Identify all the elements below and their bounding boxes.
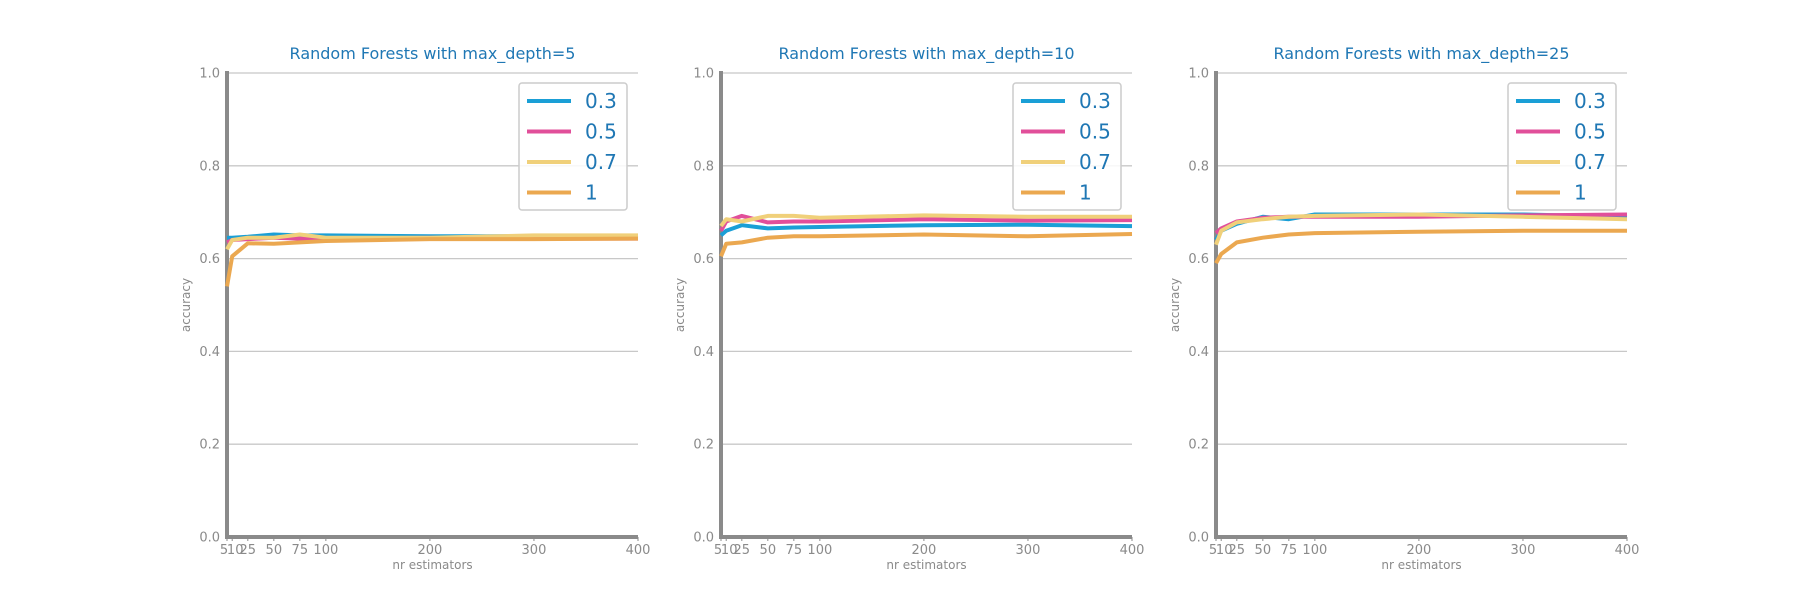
- x-tick-label: 200: [1406, 543, 1431, 558]
- y-tick-label: 1.0: [693, 67, 714, 82]
- legend-box: [1012, 82, 1122, 211]
- y-tick-label: 0.2: [199, 438, 220, 453]
- legend-label: 1: [1079, 181, 1092, 205]
- x-tick-label: 100: [1302, 543, 1327, 558]
- series-line-1: [225, 236, 639, 287]
- series-line-0-7: [225, 232, 638, 251]
- x-tick-label: 400: [1120, 543, 1145, 558]
- x-axis-label: nr estimators: [392, 558, 472, 572]
- legend-label: 0.3: [1574, 89, 1606, 113]
- x-tick-label: 75: [292, 543, 309, 558]
- x-tick-label: 25: [734, 543, 751, 558]
- y-tick-label: 0.4: [199, 345, 220, 360]
- x-tick-label: 400: [1615, 543, 1640, 558]
- legend-label: 0.5: [1574, 120, 1606, 144]
- x-axis-label: nr estimators: [886, 558, 966, 572]
- x-tick-label: 25: [240, 543, 257, 558]
- x-tick-label: 10: [227, 543, 244, 558]
- x-tick-label: 300: [1016, 543, 1041, 558]
- legend-box: [1507, 82, 1617, 211]
- y-tick-label: 0.4: [693, 345, 714, 360]
- y-tick-label: 0.8: [1188, 159, 1209, 174]
- y-tick-label: 0.0: [199, 531, 220, 546]
- y-tick-label: 0.6: [693, 252, 714, 267]
- y-tick-label: 1.0: [1188, 67, 1209, 82]
- series-line-0-7: [719, 213, 1132, 228]
- y-tick-label: 0.6: [199, 252, 220, 267]
- legend-label: 0.3: [585, 89, 617, 113]
- y-tick-label: 0.4: [1188, 345, 1209, 360]
- legend-label: 0.7: [1079, 150, 1111, 174]
- legend-label: 0.3: [1079, 89, 1111, 113]
- x-tick-label: 75: [1281, 543, 1298, 558]
- legend-label: 0.5: [1079, 120, 1111, 144]
- y-tick-label: 0.0: [1188, 531, 1209, 546]
- x-tick-label: 200: [417, 543, 442, 558]
- y-tick-label: 0.2: [1188, 438, 1209, 453]
- chart-title: Random Forests with max_depth=5: [290, 44, 576, 64]
- x-tick-label: 10: [1216, 543, 1233, 558]
- y-axis-label: accuracy: [179, 278, 193, 332]
- y-tick-label: 0.8: [199, 159, 220, 174]
- y-tick-label: 0.8: [693, 159, 714, 174]
- series-line-0-7: [1214, 212, 1628, 246]
- y-tick-label: 0.0: [693, 531, 714, 546]
- x-tick-label: 400: [626, 543, 651, 558]
- x-tick-label: 300: [1511, 543, 1536, 558]
- y-axis-label: accuracy: [673, 278, 687, 332]
- x-tick-label: 25: [1229, 543, 1246, 558]
- x-tick-label: 200: [911, 543, 936, 558]
- x-tick-label: 100: [313, 543, 338, 558]
- x-axis-label: nr estimators: [1381, 558, 1461, 572]
- series-line-1: [1214, 228, 1627, 265]
- legend-label: 0.7: [1574, 150, 1606, 174]
- chart-title: Random Forests with max_depth=10: [778, 44, 1074, 64]
- legend-label: 1: [1574, 181, 1587, 205]
- series-line-0-3: [719, 222, 1133, 237]
- x-tick-label: 75: [786, 543, 803, 558]
- series-line-1: [719, 232, 1133, 258]
- y-tick-label: 0.2: [693, 438, 714, 453]
- x-tick-label: 10: [721, 543, 738, 558]
- chart-title: Random Forests with max_depth=25: [1273, 44, 1569, 64]
- legend: 0.3 0.5 0.7 1: [518, 82, 628, 211]
- x-tick-label: 5: [1209, 543, 1217, 558]
- legend: 0.3 0.5 0.7 1: [1507, 82, 1617, 211]
- x-tick-label: 300: [522, 543, 547, 558]
- legend-label: 1: [585, 181, 598, 205]
- x-tick-label: 50: [1255, 543, 1272, 558]
- y-tick-label: 1.0: [199, 67, 220, 82]
- legend-box: [518, 82, 628, 211]
- x-tick-label: 100: [807, 543, 832, 558]
- y-tick-label: 0.6: [1188, 252, 1209, 267]
- legend-label: 0.5: [585, 120, 617, 144]
- legend: 0.3 0.5 0.7 1: [1012, 82, 1122, 211]
- x-tick-label: 50: [760, 543, 777, 558]
- x-tick-label: 50: [266, 543, 283, 558]
- x-tick-label: 5: [714, 543, 722, 558]
- legend-label: 0.7: [585, 150, 617, 174]
- y-axis-label: accuracy: [1168, 278, 1182, 332]
- x-tick-label: 5: [220, 543, 228, 558]
